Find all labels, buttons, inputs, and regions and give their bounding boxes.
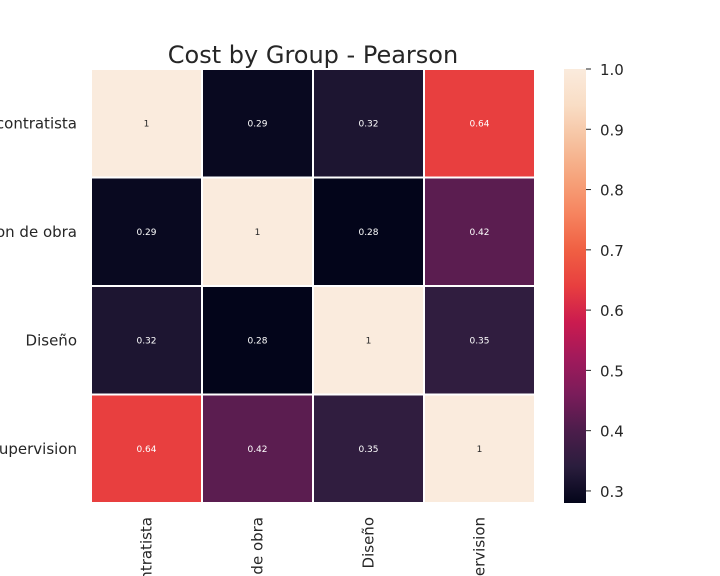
row-tick-label: Supervision <box>0 440 77 458</box>
cell-value-label: 0.29 <box>136 228 156 238</box>
colorbar-tick-label: 0.3 <box>600 483 624 501</box>
cell-value-label: 0.32 <box>136 336 156 346</box>
colorbar-tick-label: 0.6 <box>600 302 624 320</box>
heatmap-cell <box>423 285 536 396</box>
cell-value-label: 1 <box>366 336 372 346</box>
heatmap-cell <box>201 68 314 179</box>
colorbar-tick-label: 0.5 <box>600 362 624 380</box>
colorbar-tick-label: 0.9 <box>600 121 624 139</box>
cell-value-label: 0.64 <box>469 119 489 129</box>
row-labels: contratista on de obra Diseño Supervision <box>0 114 77 458</box>
col-tick-label: ervision <box>471 517 489 576</box>
heatmap-cell <box>423 68 536 179</box>
col-labels: ntratista de obra Diseño ervision <box>138 517 489 576</box>
heatmap-cell <box>201 393 314 504</box>
cell-value-label: 0.29 <box>247 119 267 129</box>
cell-value-label: 0.32 <box>358 119 378 129</box>
col-tick-label: ntratista <box>138 517 156 576</box>
colorbar-tick-label: 0.4 <box>600 423 624 441</box>
cell-value-label: 0.28 <box>247 336 267 346</box>
cell-value-label: 0.28 <box>358 228 378 238</box>
chart-title: Cost by Group - Pearson <box>168 41 458 69</box>
colorbar <box>564 69 586 503</box>
heatmap-cell <box>423 176 536 287</box>
row-tick-label: contratista <box>0 114 77 132</box>
cell-value-label: 0.42 <box>247 445 267 455</box>
heatmap-cell <box>201 176 314 287</box>
cell-value-label: 0.42 <box>469 228 489 238</box>
cell-value-label: 0.35 <box>469 336 489 346</box>
cell-value-label: 1 <box>477 445 483 455</box>
colorbar-tick-label: 0.7 <box>600 242 624 260</box>
cell-value-label: 1 <box>144 119 150 129</box>
heatmap-cells: 1 0.29 0.32 0.64 0.29 1 0.28 0.42 0.32 0.28 1 0.35 0… <box>90 68 536 504</box>
heatmap-cell <box>312 68 425 179</box>
cell-value-label: 0.35 <box>358 445 378 455</box>
heatmap-cell <box>423 393 536 504</box>
row-tick-label: Diseño <box>26 331 77 349</box>
colorbar-tick-label: 1.0 <box>600 61 624 79</box>
colorbar-tick-label: 0.8 <box>600 182 624 200</box>
heatmap-cell <box>90 393 203 504</box>
colorbar-ticks: 0.3 0.4 0.5 0.6 0.7 0.8 0.9 1.0 <box>586 61 624 501</box>
row-tick-label: on de obra <box>0 223 77 241</box>
heatmap-cell <box>90 68 203 179</box>
col-tick-label: de obra <box>249 517 267 575</box>
cell-value-label: 1 <box>255 228 261 238</box>
heatmap-cell <box>201 285 314 396</box>
col-tick-label: Diseño <box>360 517 378 568</box>
cell-value-label: 0.64 <box>136 445 156 455</box>
